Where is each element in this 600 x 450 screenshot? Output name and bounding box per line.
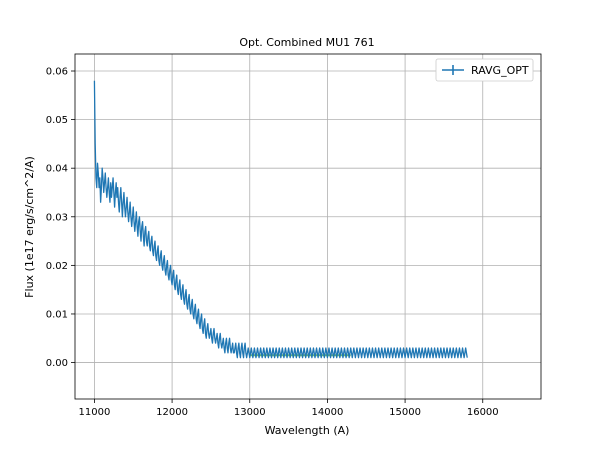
y-axis-label: Flux (1e17 erg/s/cm^2/A) xyxy=(23,156,36,298)
legend: RAVG_OPT xyxy=(435,58,534,82)
x-tick-label: 13000 xyxy=(234,407,266,418)
x-axis: 11000 12000 13000 14000 15000 16000 xyxy=(79,399,499,418)
x-axis-label: Wavelength (A) xyxy=(265,424,350,437)
x-tick-label: 12000 xyxy=(156,407,188,418)
y-tick-label: 0.03 xyxy=(46,212,68,223)
legend-box xyxy=(435,58,534,82)
y-tick-label: 0.00 xyxy=(46,358,68,369)
y-axis: 0.00 0.01 0.02 0.03 0.04 0.05 0.06 xyxy=(46,67,75,369)
y-tick-label: 0.01 xyxy=(46,309,68,320)
legend-label-ravg-opt: RAVG_OPT xyxy=(471,64,529,77)
grid xyxy=(75,54,541,399)
x-tick-label: 15000 xyxy=(389,407,421,418)
y-tick-label: 0.05 xyxy=(46,115,68,126)
x-tick-label: 11000 xyxy=(79,407,111,418)
y-tick-label: 0.04 xyxy=(46,164,68,175)
series-layer xyxy=(93,80,468,359)
x-tick-label: 14000 xyxy=(312,407,344,418)
y-tick-label: 0.06 xyxy=(46,67,68,78)
x-tick-label: 16000 xyxy=(467,407,499,418)
y-tick-label: 0.02 xyxy=(46,261,68,272)
plot-frame xyxy=(74,53,542,400)
chart-title: Opt. Combined MU1 761 xyxy=(239,36,374,49)
series-line-ravg-opt xyxy=(93,80,468,359)
